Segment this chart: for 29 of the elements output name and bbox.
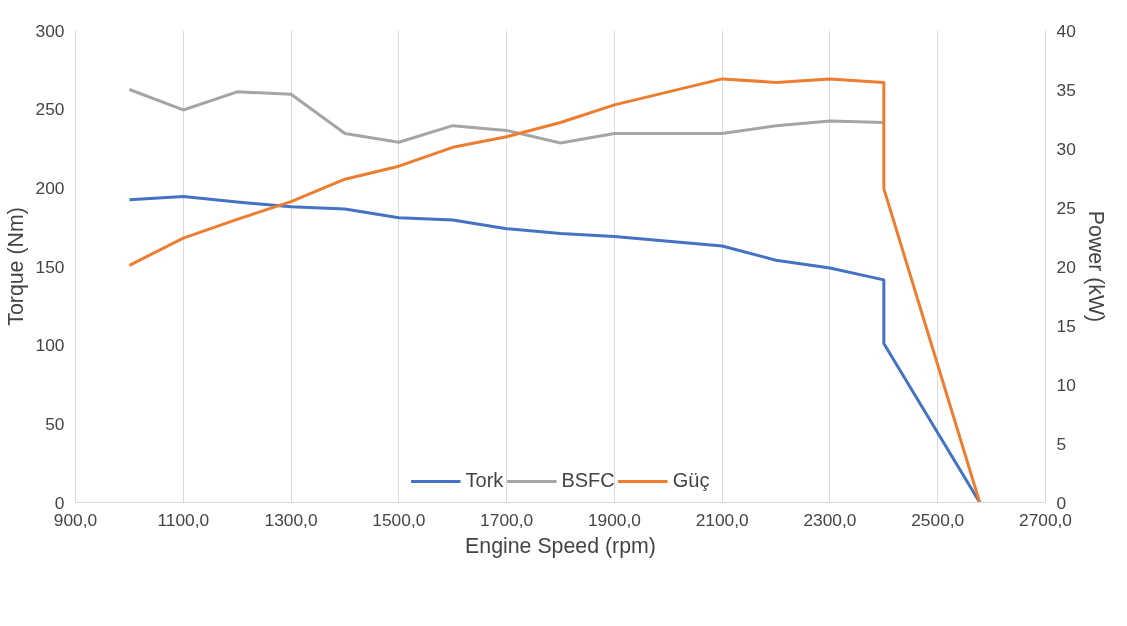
x-tick-label: 2100,0	[695, 509, 749, 530]
x-tick-label: 2300,0	[803, 509, 857, 530]
legend-label: BSFC	[561, 469, 615, 492]
y2-tick-label: 20	[1056, 256, 1076, 277]
y-tick-label: 150	[35, 256, 65, 277]
y2-tick-label: 15	[1056, 315, 1076, 336]
line-series	[127, 77, 982, 503]
y2-tick-label: 10	[1056, 374, 1076, 395]
x-tick-label: 1300,0	[264, 509, 318, 530]
legend-label: Tork	[465, 469, 504, 492]
y2-tick-label: 5	[1056, 433, 1067, 454]
y-axis-title: Torque (Nm)	[3, 207, 28, 326]
y2-tick-label: 30	[1056, 138, 1076, 159]
y-tick-label: 300	[35, 20, 65, 41]
x-axis-title: Engine Speed (rpm)	[465, 533, 656, 558]
legend-label: Güç	[672, 469, 710, 492]
y-tick-label: 100	[35, 335, 65, 356]
x-tick-label: 1500,0	[372, 509, 426, 530]
x-tick-label: 1900,0	[587, 509, 641, 530]
y-tick-label: 200	[35, 177, 65, 198]
x-tick-label: 1700,0	[480, 509, 534, 530]
y2-tick-label: 35	[1056, 79, 1076, 100]
y2-tick-label: 25	[1056, 197, 1076, 218]
x-tick-label: 1100,0	[157, 509, 210, 530]
y-tick-label: 250	[35, 99, 65, 120]
y2-tick-label: 40	[1056, 20, 1076, 41]
x-tick-label: 2500,0	[911, 509, 965, 530]
y-tick-label: 50	[45, 413, 65, 434]
y2-axis-title: Power (kW)	[1083, 210, 1108, 323]
